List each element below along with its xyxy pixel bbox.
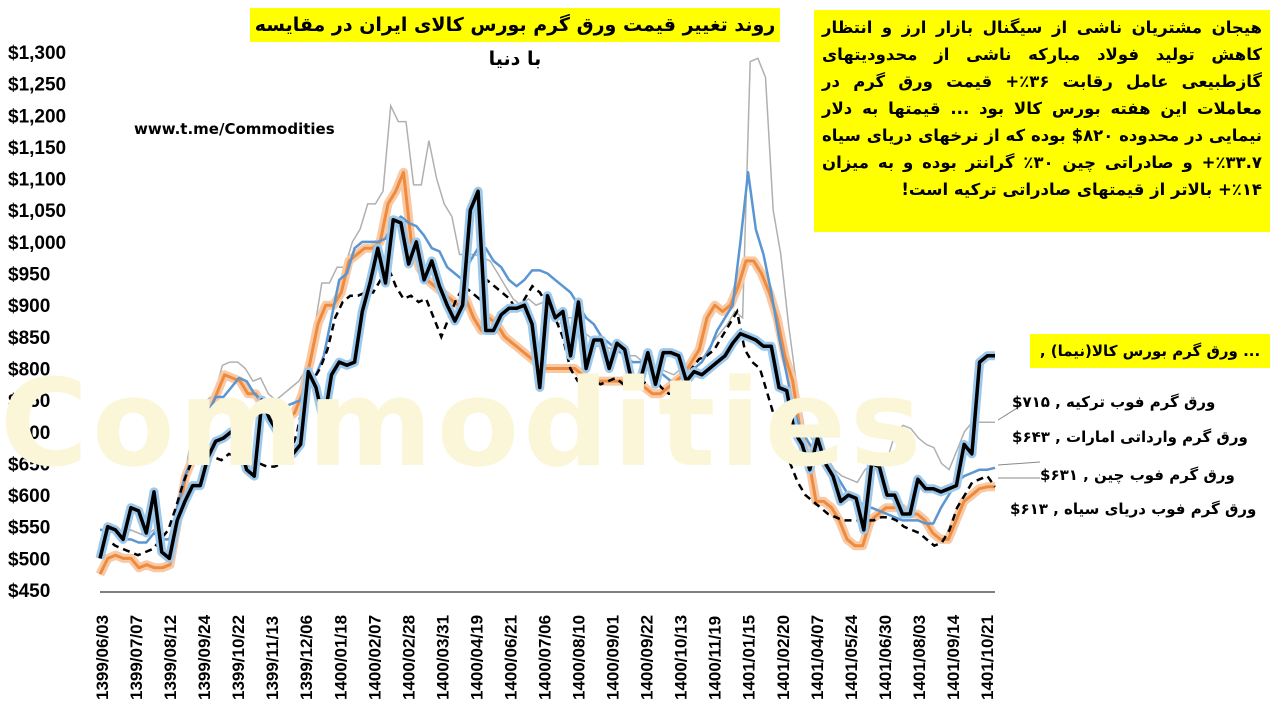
y-tick-label: $850	[8, 328, 50, 349]
series-line-uae	[100, 171, 996, 544]
x-tick-label: 1399/09/24	[195, 614, 214, 700]
x-tick-label: 1401/04/07	[808, 615, 827, 700]
y-tick-label: $950	[8, 265, 50, 286]
x-tick-label: 1401/05/24	[842, 614, 861, 700]
x-tick-label: 1401/09/14	[944, 614, 963, 700]
series-line-orange	[98, 170, 995, 575]
x-tick-label: 1400/01/18	[331, 615, 350, 700]
x-tick-label: 1400/03/31	[433, 615, 452, 700]
x-tick-label: 1400/11/19	[706, 616, 725, 700]
x-tick-label: 1399/12/06	[297, 615, 316, 700]
legend-blacksea: ورق گرم فوب دریای سیاه , ۶۱۳$	[1010, 500, 1257, 518]
x-tick-label: 1401/10/21	[978, 615, 997, 700]
x-tick-label: 1399/06/03	[93, 615, 112, 700]
y-tick-label: $600	[8, 486, 50, 507]
y-tick-label: $900	[8, 296, 50, 317]
x-tick-label: 1399/07/07	[127, 615, 146, 700]
y-tick-label: $550	[8, 518, 50, 539]
x-tick-label: 1400/07/06	[536, 615, 555, 700]
chart-title: روند تغییر قیمت ورق گرم بورس کالای ایران…	[250, 8, 780, 70]
legend-iran: ... ورق گرم بورس کالا(نیما) ,	[1030, 334, 1270, 368]
x-tick-label: 1399/10/22	[229, 615, 248, 700]
channel-url[interactable]: www.t.me/Commodities	[134, 120, 335, 138]
x-tick-label: 1400/02/28	[399, 615, 418, 700]
x-tick-label: 1400/04/19	[467, 615, 486, 700]
legend-turkey: ورق گرم فوب ترکیه , ۷۱۵$	[1012, 393, 1216, 411]
leader-turkey	[997, 404, 1023, 421]
legend-uae: ورق گرم وارداتی امارات , ۶۴۳$	[1012, 428, 1248, 446]
legend-china: ورق گرم فوب چین , ۶۳۱$	[1040, 466, 1235, 484]
y-tick-label: $700	[8, 423, 50, 444]
y-tick-label: $450	[8, 581, 50, 602]
x-tick-label: 1401/01/15	[740, 615, 759, 700]
x-tick-label: 1400/09/01	[604, 615, 623, 700]
y-tick-label: $750	[8, 391, 50, 412]
y-tick-label: $800	[8, 359, 50, 380]
x-tick-label: 1400/08/10	[570, 615, 589, 700]
y-tick-label: $1,050	[8, 201, 66, 222]
x-tick-label: 1400/02/07	[365, 615, 384, 700]
x-tick-label: 1400/06/21	[501, 615, 520, 700]
commentary-note: هیجان مشتریان ناشی از سیگنال بازار ارز و…	[814, 10, 1270, 232]
watermark-text: Commodities	[0, 355, 926, 494]
x-tick-label: 1399/11/13	[263, 616, 282, 700]
y-tick-label: $1,150	[8, 138, 66, 159]
x-tick-label: 1399/08/12	[161, 615, 180, 700]
x-tick-label: 1401/02/20	[774, 615, 793, 700]
series-line-iran	[98, 189, 995, 561]
y-tick-label: $1,000	[8, 233, 66, 254]
leader-uae	[997, 461, 1041, 466]
y-tick-label: $1,200	[8, 106, 66, 127]
y-tick-label: $1,100	[8, 170, 66, 191]
x-tick-label: 1401/06/30	[876, 615, 895, 700]
y-tick-label: $650	[8, 454, 50, 475]
x-tick-label: 1401/08/03	[910, 615, 929, 700]
y-tick-label: $1,300	[8, 43, 66, 64]
y-tick-label: $500	[8, 549, 50, 570]
x-tick-label: 1400/09/22	[638, 615, 657, 700]
y-tick-label: $1,250	[8, 75, 66, 96]
x-tick-label: 1400/10/13	[672, 615, 691, 700]
